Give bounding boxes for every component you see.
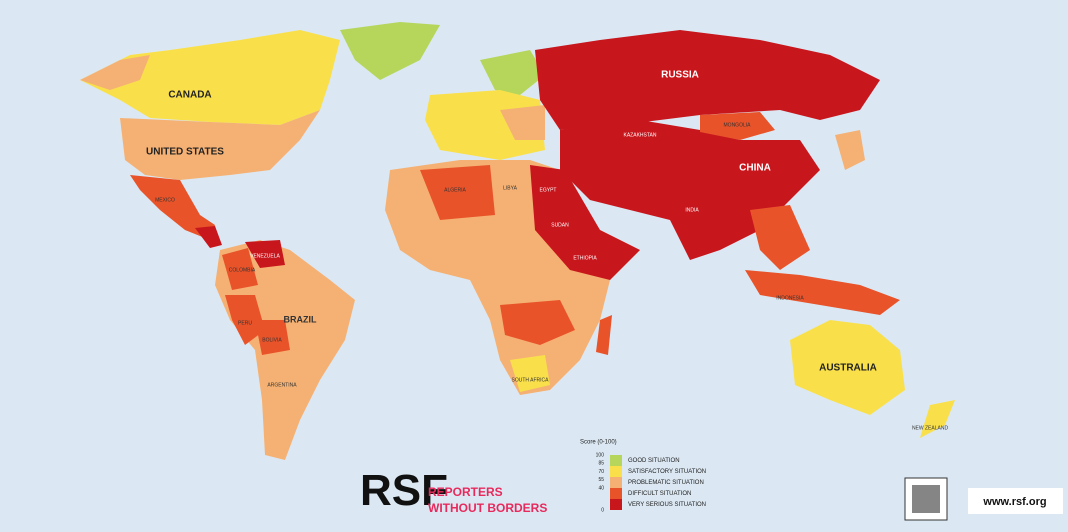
legend-tick: 100: [596, 452, 605, 458]
colombia-shape: [222, 248, 258, 290]
legend-tick: 0: [601, 507, 604, 513]
legend-swatch: [610, 499, 622, 510]
usa-shape: [120, 110, 320, 180]
country-label: VENEZUELA: [250, 253, 280, 259]
country-label: INDIA: [685, 207, 699, 213]
country-label: CHINA: [739, 163, 771, 174]
country-label: MEXICO: [155, 197, 175, 203]
south-africa-shape: [510, 355, 550, 392]
legend-swatch: [610, 455, 622, 466]
canada-shape: [80, 30, 340, 125]
legend-label: SATISFACTORY SITUATION: [628, 469, 706, 475]
peru-shape: [225, 295, 265, 345]
legend-label: GOOD SITUATION: [628, 458, 680, 464]
legend-label: VERY SERIOUS SITUATION: [628, 502, 706, 508]
country-label: LIBYA: [503, 185, 517, 191]
legend-swatch: [610, 477, 622, 488]
legend-tick: 85: [598, 461, 604, 467]
url-box: [968, 488, 1063, 514]
japan-shape: [835, 130, 865, 170]
country-label: INDONESIA: [776, 295, 804, 301]
russia-shape: [535, 30, 880, 130]
legend-tick: 40: [598, 485, 604, 491]
legend-tick: 70: [598, 469, 604, 475]
legend-label: PROBLEMATIC SITUATION: [628, 480, 704, 486]
logo-line: REPORTERS: [428, 485, 503, 499]
egypt-sudan-shape: [530, 165, 640, 280]
country-label: RUSSIA: [661, 70, 699, 81]
new-zealand-shape: [920, 400, 955, 438]
central-africa-shape: [500, 300, 575, 345]
country-label: COLOMBIA: [229, 267, 256, 273]
bolivia-shape: [255, 320, 290, 355]
qr-pattern: [912, 485, 940, 513]
country-label: CANADA: [168, 90, 211, 101]
country-label: NEW ZEALAND: [912, 425, 949, 431]
country-label: BOLIVIA: [262, 337, 282, 343]
logo-line: WITHOUT BORDERS: [428, 501, 547, 515]
country-label: ALGERIA: [444, 187, 466, 193]
url: www.rsf.org: [982, 496, 1046, 508]
algeria-shape: [420, 165, 495, 220]
legend: GOOD SITUATION SATISFACTORY SITUATION PROB…: [596, 452, 706, 513]
legend-tick: 55: [598, 477, 604, 483]
madagascar-shape: [596, 315, 612, 355]
venezuela-shape: [245, 240, 285, 268]
country-label: SUDAN: [551, 222, 569, 228]
nordics-shape: [480, 50, 545, 95]
country-label: MONGOLIA: [724, 122, 752, 128]
australia-shape: [790, 320, 905, 415]
country-label: UNITED STATES: [146, 147, 224, 158]
country-label: PERU: [238, 320, 252, 326]
country-label: SOUTH AFRICA: [512, 377, 550, 383]
indonesia-shape: [745, 270, 900, 315]
country-label: KAZAKHSTAN: [624, 132, 657, 138]
logo-mark: RSF: [360, 466, 448, 515]
country-label: BRAZIL: [284, 314, 317, 324]
legend-swatch: [610, 488, 622, 499]
alaska-shape: [80, 55, 150, 90]
mongolia-shape: [700, 112, 775, 140]
country-label: AUSTRALIA: [819, 363, 877, 374]
se-asia-shape: [750, 205, 810, 270]
country-label: ETHIOPIA: [573, 255, 597, 261]
europe-shape: [425, 90, 545, 160]
nicaragua-shape: [195, 226, 222, 248]
country-label: ARGENTINA: [267, 382, 297, 388]
mexico-shape: [130, 175, 215, 240]
legend-swatch: [610, 466, 622, 477]
greenland-shape: [340, 22, 440, 80]
legend-label: DIFFICULT SITUATION: [628, 491, 691, 497]
east-europe-shape: [500, 105, 545, 140]
legend-title: Score (0-100): [580, 440, 617, 446]
country-label: EGYPT: [540, 187, 557, 193]
